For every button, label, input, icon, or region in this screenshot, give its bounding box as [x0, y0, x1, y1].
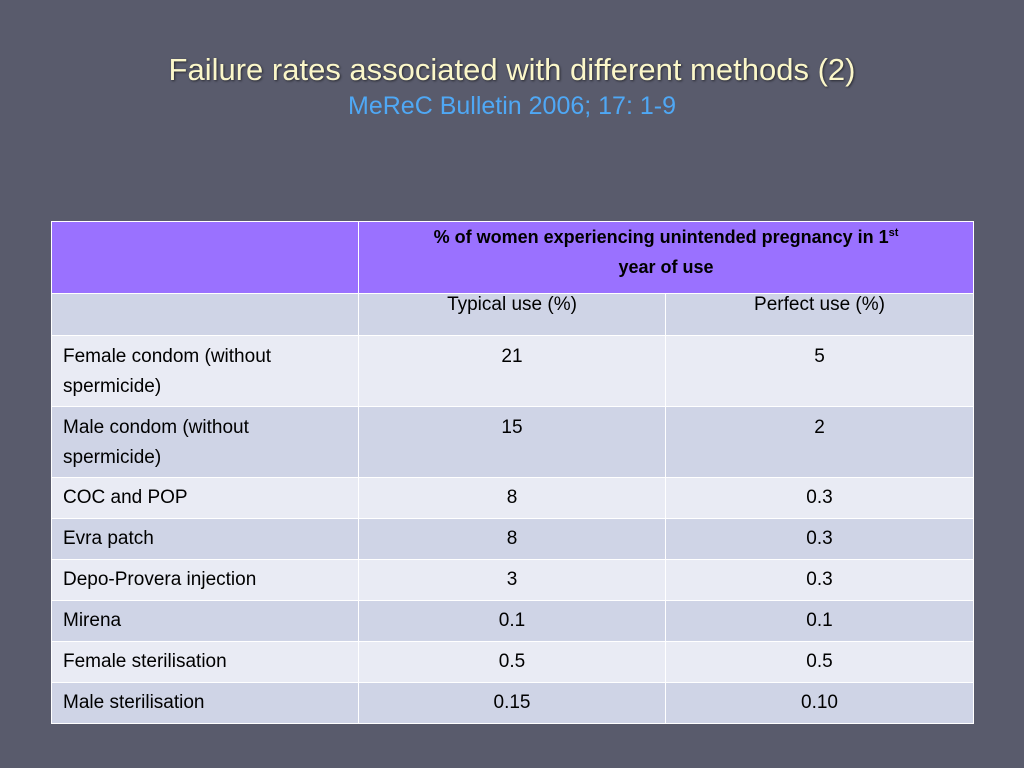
- perfect-cell: 0.3: [664, 477, 975, 519]
- table-subheader-row: Typical use (%) Perfect use (%): [51, 293, 975, 336]
- title-block: Failure rates associated with different …: [0, 50, 1024, 122]
- perfect-cell: 5: [664, 335, 975, 407]
- typical-cell: 8: [358, 477, 666, 519]
- table-row: Evra patch 8 0.3: [51, 518, 975, 560]
- method-cell: Male condom (without spermicide): [51, 406, 359, 478]
- slide-subtitle: MeReC Bulletin 2006; 17: 1-9: [348, 92, 676, 120]
- header-main-sup: st: [888, 227, 899, 239]
- typical-cell: 0.15: [358, 682, 666, 724]
- method-cell: COC and POP: [51, 477, 359, 519]
- method-cell: Female condom (without spermicide): [51, 335, 359, 407]
- slide-title: Failure rates associated with different …: [168, 52, 856, 87]
- perfect-cell: 2: [664, 406, 975, 478]
- perfect-cell: 0.1: [664, 600, 975, 642]
- method-cell: Male sterilisation: [51, 682, 359, 724]
- method-cell: Female sterilisation: [51, 641, 359, 683]
- subheader-empty-cell: [51, 293, 359, 336]
- typical-cell: 21: [358, 335, 666, 407]
- header-main-cell: % of women experiencing unintended pregn…: [357, 221, 975, 294]
- table-row: Female condom (without spermicide) 21 5: [51, 335, 975, 407]
- table-row: Male sterilisation 0.15 0.10: [51, 682, 975, 724]
- header-empty-cell: [51, 221, 359, 294]
- table-header-row: % of women experiencing unintended pregn…: [51, 221, 975, 294]
- typical-cell: 15: [358, 406, 666, 478]
- table-row: Depo-Provera injection 3 0.3: [51, 559, 975, 601]
- table-row: Mirena 0.1 0.1: [51, 600, 975, 642]
- perfect-cell: 0.3: [664, 559, 975, 601]
- typical-cell: 8: [358, 518, 666, 560]
- method-cell: Evra patch: [51, 518, 359, 560]
- failure-rates-table: % of women experiencing unintended pregn…: [51, 221, 975, 724]
- typical-cell: 0.5: [358, 641, 666, 683]
- header-main-suffix: year of use: [618, 257, 714, 277]
- table-row: Female sterilisation 0.5 0.5: [51, 641, 975, 683]
- perfect-cell: 0.3: [664, 518, 975, 560]
- table-row: COC and POP 8 0.3: [51, 477, 975, 519]
- method-cell: Mirena: [51, 600, 359, 642]
- table-row: Male condom (without spermicide) 15 2: [51, 406, 975, 478]
- header-main-prefix: % of women experiencing unintended pregn…: [433, 227, 889, 247]
- method-cell: Depo-Provera injection: [51, 559, 359, 601]
- perfect-cell: 0.5: [664, 641, 975, 683]
- perfect-cell: 0.10: [664, 682, 975, 724]
- col-typical-header: Typical use (%): [358, 293, 666, 336]
- col-perfect-header: Perfect use (%): [664, 293, 975, 336]
- typical-cell: 0.1: [358, 600, 666, 642]
- typical-cell: 3: [358, 559, 666, 601]
